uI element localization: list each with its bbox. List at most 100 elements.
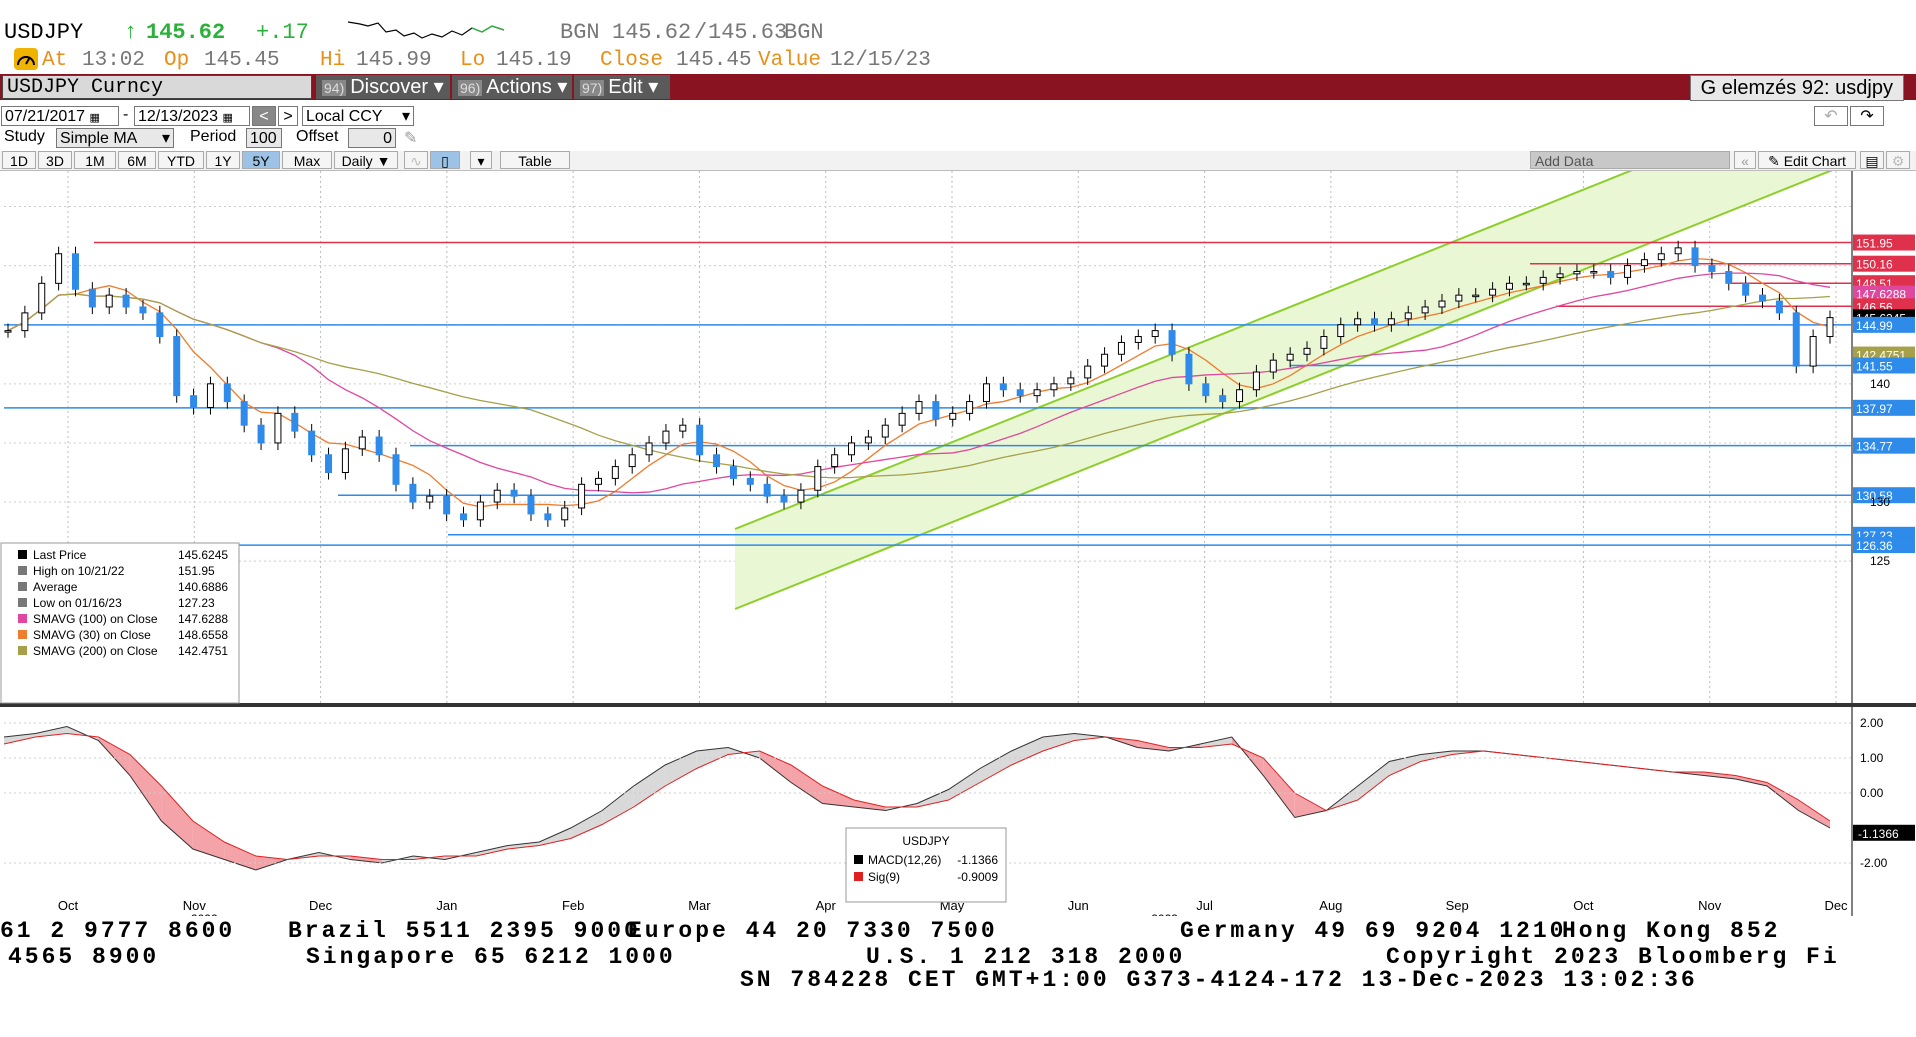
price-tag bbox=[1853, 234, 1915, 251]
period-1m[interactable]: 1M bbox=[74, 151, 116, 169]
sparkline bbox=[348, 21, 505, 39]
x-tick: Sep bbox=[1446, 898, 1469, 913]
macd-fill bbox=[570, 810, 603, 839]
offset-input[interactable]: 0 bbox=[348, 128, 396, 148]
sma200-line bbox=[7, 293, 1831, 479]
at-time: 13:02 bbox=[82, 49, 146, 72]
next-range-button[interactable]: > bbox=[278, 106, 298, 126]
redo-icon[interactable]: ↷ bbox=[1850, 106, 1884, 126]
chart-type-dropdown[interactable]: ▾ bbox=[470, 151, 492, 169]
x-tick: Jan bbox=[436, 898, 457, 913]
candle bbox=[21, 312, 29, 332]
macd-fill bbox=[759, 751, 792, 783]
x-tick: Nov bbox=[183, 898, 207, 913]
macd-legend-swatch bbox=[854, 855, 863, 864]
study-select[interactable]: Simple MA ▾ bbox=[56, 128, 174, 148]
collapse-icon[interactable]: « bbox=[1734, 151, 1756, 169]
edit-menu[interactable]: 97) Edit ▾ bbox=[574, 75, 670, 99]
frequency-select[interactable]: Daily ▼ bbox=[334, 151, 398, 169]
pencil-icon[interactable]: ✎ bbox=[404, 130, 418, 147]
candle-chart-icon[interactable]: ▯ bbox=[430, 151, 460, 169]
open-label: Op bbox=[164, 49, 190, 72]
chart-title: G elemzés 92: usdjpy bbox=[1689, 75, 1904, 101]
actions-menu[interactable]: 96) Actions ▾ bbox=[452, 75, 572, 99]
candle bbox=[578, 483, 586, 509]
period-6m[interactable]: 6M bbox=[118, 151, 156, 169]
candle bbox=[628, 454, 636, 468]
candle bbox=[1084, 365, 1092, 379]
macd-fill bbox=[917, 789, 949, 807]
price-tag-label: 130.58 bbox=[1856, 489, 1893, 503]
macd-panel: 2.00 1.00 0.00 -2.00 -1.1366 bbox=[3, 716, 1915, 871]
security-field[interactable]: USDJPY Curncy bbox=[2, 75, 312, 99]
discover-menu[interactable]: 94) Discover ▾ bbox=[316, 75, 450, 99]
candle bbox=[139, 306, 147, 314]
macd-fill bbox=[1294, 793, 1327, 818]
period-1y[interactable]: 1Y bbox=[206, 151, 240, 169]
price-chart[interactable]: 151.95150.16148.51147.6288146.56145.6245… bbox=[0, 171, 1916, 916]
edit-chart-button[interactable]: ✎ Edit Chart bbox=[1758, 151, 1856, 169]
symbol[interactable]: USDJPY bbox=[4, 20, 84, 45]
x-tick: Feb bbox=[562, 898, 584, 913]
x-tick: Nov bbox=[1698, 898, 1722, 913]
low: 145.19 bbox=[496, 49, 572, 72]
candle bbox=[1809, 336, 1817, 367]
candle bbox=[1607, 271, 1615, 278]
candle bbox=[898, 412, 906, 426]
candle bbox=[1624, 265, 1632, 278]
period-3d[interactable]: 3D bbox=[38, 151, 72, 169]
candle bbox=[544, 513, 552, 521]
end-date-input[interactable]: 12/13/2023 ▦ bbox=[134, 106, 250, 126]
candle bbox=[88, 288, 96, 308]
candle bbox=[375, 436, 383, 456]
period-1d[interactable]: 1D bbox=[2, 151, 36, 169]
candle bbox=[105, 294, 113, 308]
candle bbox=[561, 507, 569, 521]
legend-label: Low on 01/16/23 bbox=[33, 596, 122, 610]
add-data-input[interactable]: Add Data bbox=[1530, 151, 1730, 169]
channel-lower bbox=[734, 171, 1833, 610]
legend-swatch bbox=[18, 598, 27, 607]
macd-fill bbox=[192, 821, 225, 860]
start-date-input[interactable]: 07/21/2017 ▦ bbox=[1, 106, 119, 126]
line-chart-icon[interactable]: ∿ bbox=[404, 151, 428, 169]
candle bbox=[1404, 312, 1412, 320]
period-ytd[interactable]: YTD bbox=[158, 151, 204, 169]
bid: 145.62 bbox=[612, 20, 692, 45]
chart-settings-icon[interactable]: ▤ bbox=[1860, 151, 1884, 169]
candle bbox=[341, 448, 349, 473]
value-date: 12/15/23 bbox=[830, 49, 931, 72]
candle bbox=[206, 383, 214, 408]
macd-y-tick: -2.00 bbox=[1860, 856, 1888, 870]
price-tag-label: 150.16 bbox=[1856, 258, 1893, 272]
candle bbox=[611, 466, 619, 479]
y-tick: 125 bbox=[1870, 554, 1890, 568]
table-button[interactable]: Table bbox=[500, 151, 570, 169]
period-input[interactable]: 100 bbox=[246, 128, 282, 148]
prev-range-button[interactable]: < bbox=[252, 106, 276, 126]
x-tick: Jun bbox=[1068, 898, 1089, 913]
macd-legend-label: Sig(9) bbox=[868, 870, 900, 884]
gear-icon[interactable]: ⚙ bbox=[1886, 151, 1910, 169]
macd-fill bbox=[791, 765, 823, 804]
legend-label: SMAVG (200) on Close bbox=[33, 644, 158, 658]
candle bbox=[426, 495, 434, 503]
candle bbox=[55, 253, 63, 284]
candle bbox=[982, 383, 990, 403]
low-label: Lo bbox=[460, 49, 486, 72]
speedometer-icon[interactable] bbox=[14, 48, 38, 70]
candle bbox=[190, 395, 198, 408]
legend-swatch bbox=[18, 630, 27, 639]
candle bbox=[1826, 317, 1834, 338]
last-price: 145.62 bbox=[146, 20, 226, 45]
undo-icon[interactable]: ↶ bbox=[1814, 106, 1848, 126]
currency-select[interactable]: Local CCY ▾ bbox=[302, 106, 414, 126]
period-5y[interactable]: 5Y bbox=[242, 151, 280, 169]
period-max[interactable]: Max bbox=[282, 151, 332, 169]
x-tick: Jul bbox=[1196, 898, 1213, 913]
candle bbox=[1556, 273, 1564, 278]
trend-channel-fill bbox=[735, 171, 1830, 609]
candle bbox=[1640, 259, 1648, 267]
price-tag bbox=[1853, 285, 1915, 302]
close: 145.45 bbox=[676, 49, 752, 72]
